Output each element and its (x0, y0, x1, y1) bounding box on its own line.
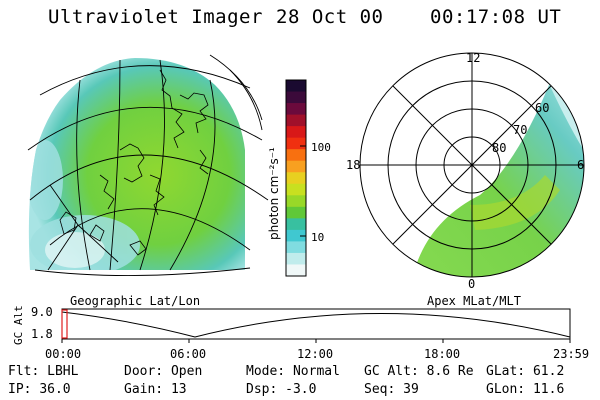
gc-altitude-plot (61, 308, 571, 343)
status-seq: Seq: 39 (364, 382, 419, 397)
colorbar-segment (286, 80, 306, 93)
colorbar-unit-label: photon cm⁻²s⁻¹ (267, 147, 281, 240)
mlt-label-6: 6 (577, 158, 584, 172)
colorbar-segment (286, 264, 306, 277)
time-tick-0600: 06:00 (170, 347, 206, 361)
colorbar-segment (286, 91, 306, 104)
status-door: Door: Open (124, 364, 203, 379)
status-glat: GLat: 61.2 (486, 364, 565, 379)
polar-image (359, 52, 585, 278)
geographic-grid (27, 59, 269, 276)
mlat-label-70: 70 (513, 123, 527, 137)
colorbar-tick-100: 100 (311, 141, 331, 154)
colorbar-segment (286, 160, 306, 173)
status-gain: Gain: 13 (124, 382, 187, 397)
status-mode: Mode: Normal (246, 364, 340, 379)
colorbar-segment (286, 241, 306, 254)
status-filter: Flt: LBHL (8, 364, 79, 379)
colorbar-segment (286, 229, 306, 242)
colorbar-segment (286, 195, 306, 208)
colorbar-segment (286, 137, 306, 150)
time-tick-1800: 18:00 (424, 347, 460, 361)
current-time-marker (61, 309, 68, 339)
mlt-label-18: 18 (346, 158, 360, 172)
mlt-label-12: 12 (466, 51, 480, 65)
gc-alt-axis-label: GC Alt (12, 305, 25, 345)
mlat-label-80: 80 (492, 141, 506, 155)
gc-alt-tick-1-8: 1.8 (31, 327, 53, 341)
time-tick-0000: 00:00 (45, 347, 81, 361)
colorbar-segment (286, 103, 306, 116)
colorbar-segment (286, 252, 306, 265)
status-ip: IP: 36.0 (8, 382, 71, 397)
time-tick-2359: 23:59 (553, 347, 589, 361)
colorbar-segment (286, 172, 306, 185)
colorbar (285, 79, 307, 277)
image-time: 00:17:08 UT (430, 6, 562, 28)
status-gc-alt: GC Alt: 8.6 Re (364, 364, 474, 379)
colorbar-segment (286, 183, 306, 196)
colorbar-segment (286, 114, 306, 127)
geographic-image (27, 54, 269, 276)
colorbar-segment (286, 149, 306, 162)
time-tick-1200: 12:00 (297, 347, 333, 361)
gc-alt-tick-9: 9.0 (31, 305, 53, 319)
status-glon: GLon: 11.6 (486, 382, 565, 397)
colorbar-segment (286, 218, 306, 231)
mlat-label-60: 60 (535, 101, 549, 115)
image-title: Ultraviolet Imager (48, 6, 263, 28)
colorbar-tick-10: 10 (311, 231, 324, 244)
status-dsp: Dsp: -3.0 (246, 382, 317, 397)
mlt-label-0: 0 (468, 277, 475, 291)
coastlines (59, 69, 209, 256)
image-date: 28 Oct 00 (276, 6, 384, 28)
right-panel-label: Apex MLat/MLT (427, 294, 521, 308)
colorbar-segment (286, 126, 306, 139)
colorbar-segment (286, 206, 306, 219)
left-panel-label: Geographic Lat/Lon (70, 294, 201, 308)
polar-grid (359, 52, 585, 278)
